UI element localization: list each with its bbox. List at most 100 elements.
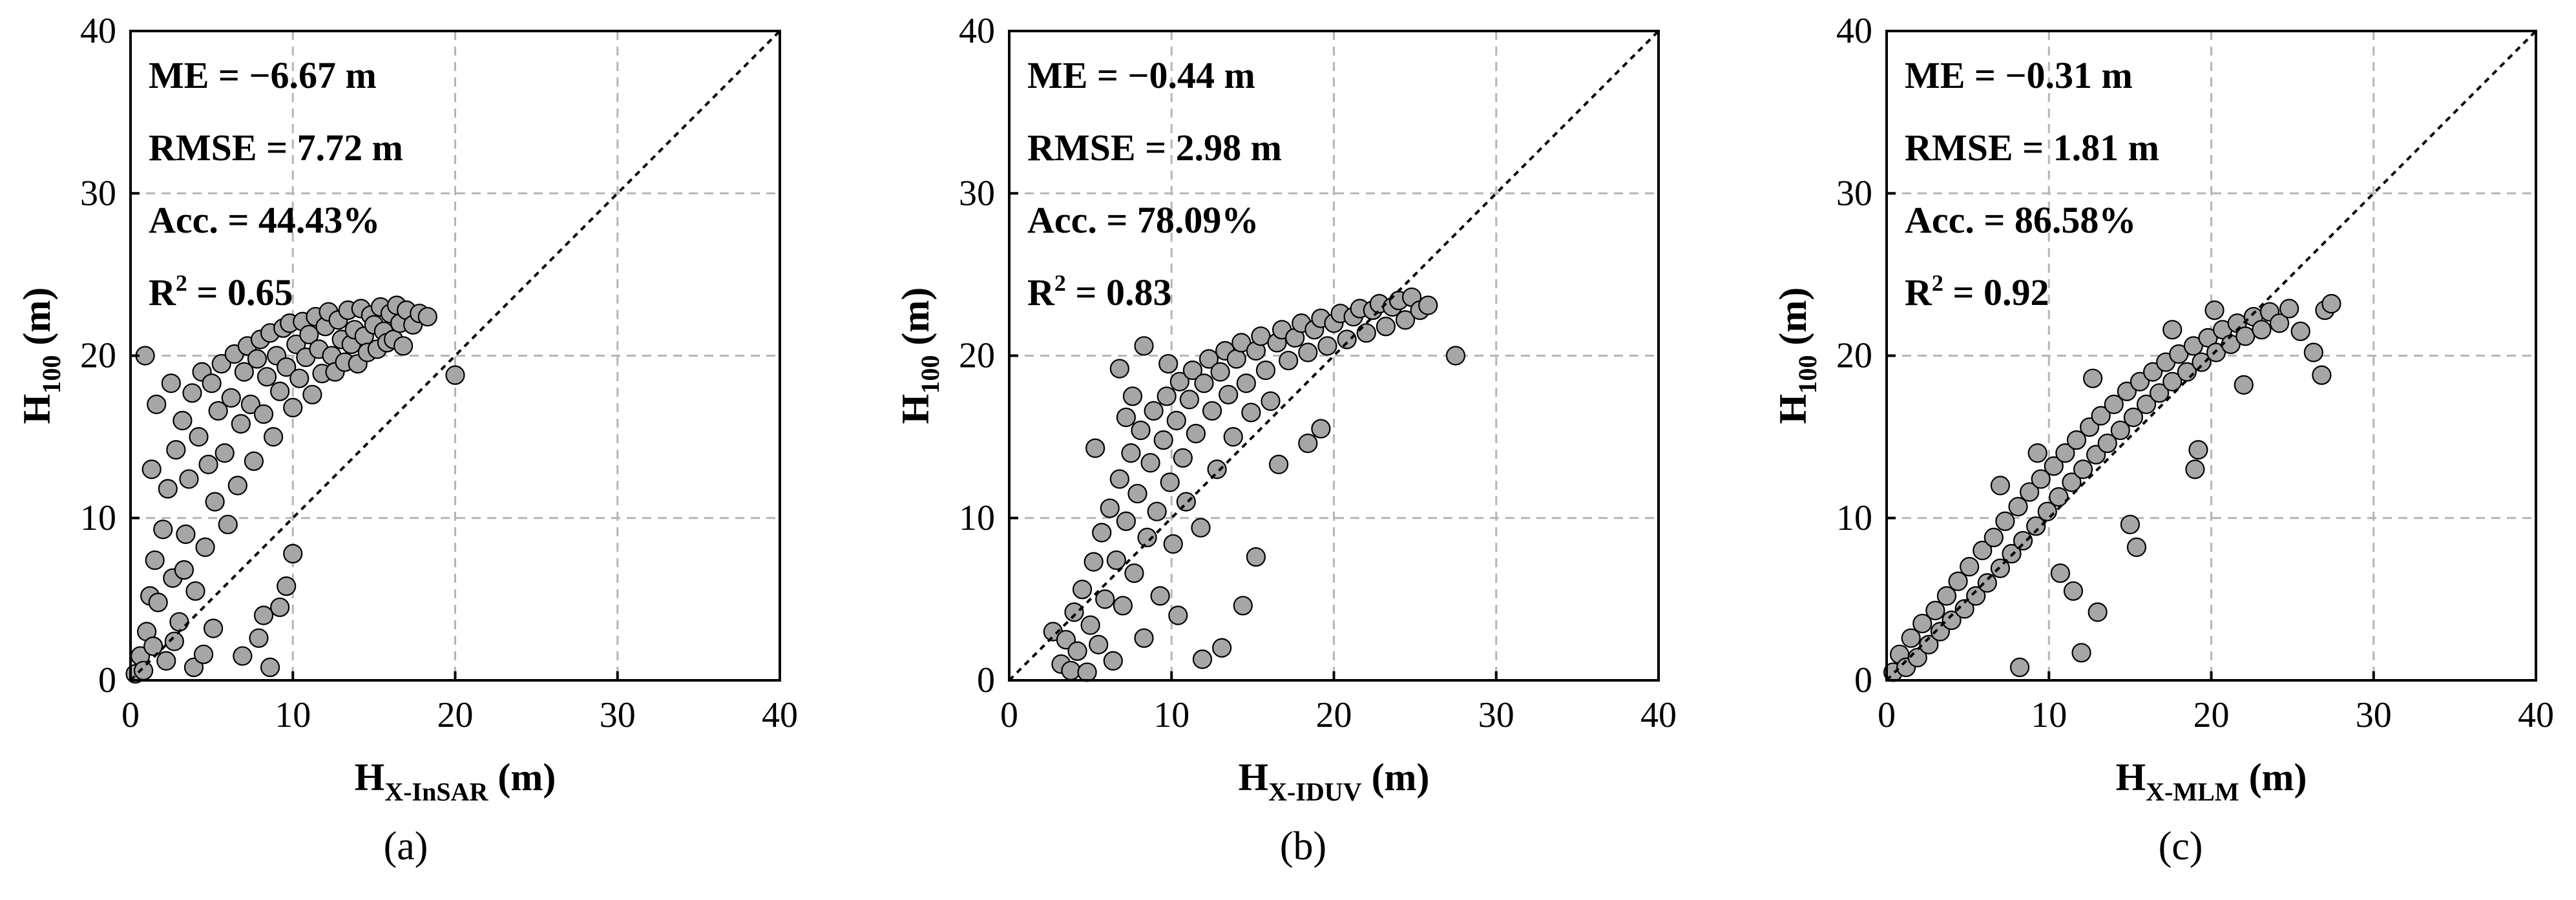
data-point bbox=[1901, 628, 1921, 648]
data-point bbox=[174, 560, 194, 580]
data-point bbox=[1966, 586, 1986, 606]
data-point bbox=[233, 646, 253, 666]
data-point bbox=[205, 492, 225, 512]
data-point bbox=[299, 324, 319, 344]
stat-line: ME = −0.31 m bbox=[1905, 54, 2133, 96]
data-point bbox=[1199, 349, 1219, 369]
data-point bbox=[1995, 511, 2015, 531]
data-point bbox=[2169, 344, 2189, 364]
data-point bbox=[218, 514, 238, 534]
y-axis-label: H100 (m) bbox=[894, 288, 945, 424]
x-axis-label: HX-IDUV (m) bbox=[1238, 756, 1429, 806]
data-point bbox=[234, 362, 254, 382]
data-point bbox=[1954, 599, 1974, 619]
stat-line: Acc. = 78.09% bbox=[1027, 199, 1259, 241]
data-point bbox=[1261, 391, 1281, 411]
data-point bbox=[283, 543, 303, 564]
data-point bbox=[270, 597, 290, 618]
data-point bbox=[227, 476, 247, 496]
data-point bbox=[1124, 563, 1144, 583]
x-tick-label: 30 bbox=[2356, 695, 2392, 735]
data-point bbox=[1144, 401, 1164, 421]
data-point bbox=[1246, 547, 1266, 567]
data-point bbox=[1186, 423, 1206, 444]
data-point bbox=[1223, 427, 1243, 447]
data-point bbox=[143, 636, 163, 656]
data-point bbox=[1080, 615, 1100, 635]
data-point bbox=[198, 454, 218, 474]
y-tick-label: 20 bbox=[1836, 336, 1872, 376]
x-tick-label: 30 bbox=[1478, 695, 1514, 735]
data-point bbox=[260, 657, 280, 678]
y-tick-label: 40 bbox=[959, 11, 995, 51]
stat-r2: R2 = 0.65 bbox=[149, 270, 293, 313]
data-point bbox=[1226, 349, 1246, 369]
x-tick-label: 20 bbox=[437, 695, 474, 735]
data-point bbox=[2198, 328, 2218, 348]
data-point bbox=[2321, 294, 2341, 314]
data-point bbox=[1072, 580, 1093, 600]
data-point bbox=[2082, 368, 2103, 388]
stat-line: RMSE = 2.98 m bbox=[1027, 127, 1282, 169]
data-point bbox=[1919, 634, 1939, 654]
y-tick-label: 20 bbox=[80, 336, 116, 376]
data-point bbox=[1298, 434, 1318, 454]
data-point bbox=[1150, 586, 1170, 606]
data-point bbox=[1109, 359, 1129, 379]
x-tick-label: 40 bbox=[2518, 695, 2554, 735]
data-point bbox=[2066, 430, 2087, 450]
data-point bbox=[1948, 571, 1968, 591]
data-point bbox=[193, 644, 214, 664]
data-point bbox=[302, 384, 322, 404]
data-point bbox=[1103, 651, 1123, 671]
x-axis-label: HX-MLM (m) bbox=[2115, 756, 2307, 806]
data-point bbox=[1418, 295, 1438, 315]
data-point bbox=[2126, 537, 2147, 558]
data-point bbox=[1212, 638, 1232, 658]
data-point bbox=[1311, 419, 1331, 439]
data-point bbox=[1219, 384, 1239, 404]
data-point bbox=[1134, 628, 1154, 648]
y-tick-label: 10 bbox=[80, 498, 116, 538]
data-point bbox=[1084, 552, 1104, 572]
data-point bbox=[231, 413, 251, 434]
data-point bbox=[2071, 643, 2091, 663]
data-point bbox=[1942, 610, 1962, 631]
data-point bbox=[2162, 372, 2183, 392]
x-tick-label: 20 bbox=[2194, 695, 2230, 735]
data-point bbox=[2008, 497, 2028, 517]
data-point bbox=[1067, 641, 1087, 661]
y-tick-label: 30 bbox=[1836, 173, 1872, 213]
data-point bbox=[153, 519, 173, 539]
data-point bbox=[2062, 472, 2082, 492]
data-point bbox=[1179, 390, 1199, 410]
data-point bbox=[1163, 534, 1183, 554]
data-point bbox=[145, 550, 165, 570]
data-point bbox=[2123, 407, 2143, 428]
data-point bbox=[283, 397, 303, 418]
y-tick-label: 0 bbox=[98, 660, 116, 700]
data-point bbox=[158, 479, 178, 499]
data-point bbox=[1984, 527, 2004, 548]
x-tick-label: 10 bbox=[275, 695, 311, 735]
data-point bbox=[2236, 326, 2256, 346]
data-point bbox=[161, 373, 181, 393]
data-point bbox=[173, 410, 193, 431]
panel-label-c: (c) bbox=[2158, 824, 2203, 868]
data-point bbox=[148, 592, 168, 612]
x-tick-label: 0 bbox=[121, 695, 140, 735]
y-tick-label: 0 bbox=[977, 660, 995, 700]
data-point bbox=[1122, 386, 1143, 406]
x-axis-label: HX-InSAR (m) bbox=[355, 756, 556, 806]
data-point bbox=[134, 660, 154, 681]
data-point bbox=[2279, 298, 2299, 319]
x-tick-label: 10 bbox=[1153, 695, 1189, 735]
data-point bbox=[1064, 602, 1084, 622]
data-point bbox=[2188, 440, 2208, 460]
data-point bbox=[179, 469, 199, 489]
data-point bbox=[1960, 557, 1980, 577]
data-point bbox=[1376, 317, 1396, 337]
data-point bbox=[1973, 540, 1993, 561]
data-point bbox=[2269, 313, 2290, 333]
data-point bbox=[1147, 501, 1167, 521]
